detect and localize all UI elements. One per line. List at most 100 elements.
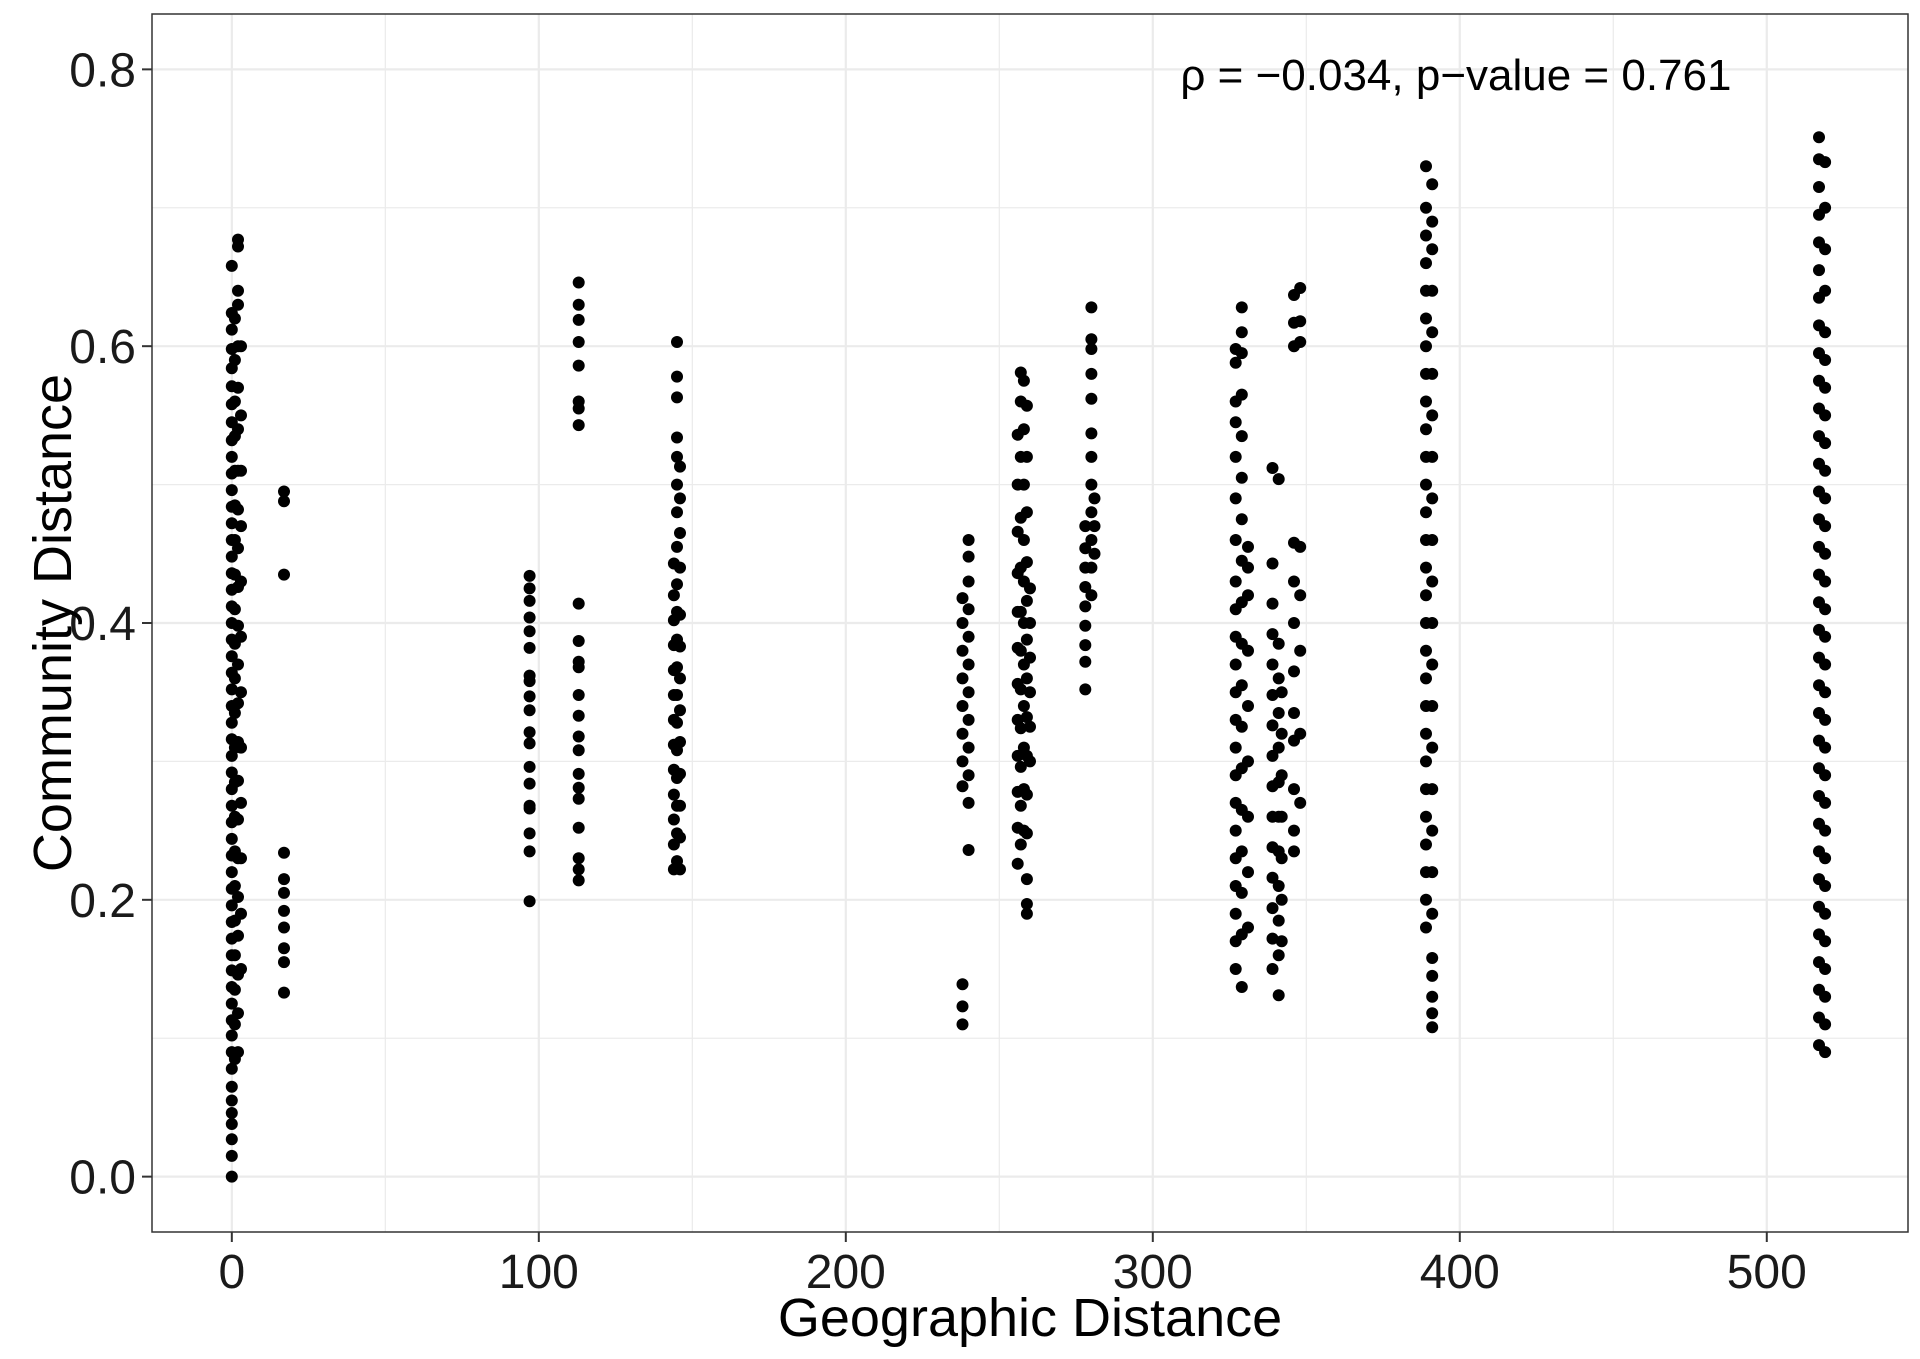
data-point bbox=[523, 594, 536, 607]
data-point bbox=[1819, 354, 1832, 366]
data-point bbox=[232, 233, 244, 246]
data-point bbox=[1272, 672, 1285, 685]
data-point bbox=[1819, 520, 1832, 533]
data-point bbox=[1426, 783, 1439, 796]
data-point bbox=[232, 298, 244, 311]
data-point bbox=[962, 550, 975, 563]
data-point bbox=[1420, 893, 1432, 906]
data-point bbox=[962, 575, 975, 588]
data-point bbox=[1024, 755, 1036, 768]
data-point bbox=[1426, 575, 1439, 588]
data-point bbox=[278, 568, 290, 581]
data-point bbox=[1266, 557, 1279, 570]
data-point bbox=[956, 727, 969, 740]
data-point bbox=[962, 686, 975, 699]
data-point bbox=[1085, 427, 1098, 440]
data-point bbox=[1242, 644, 1254, 657]
data-point bbox=[1272, 949, 1285, 962]
data-point bbox=[1426, 824, 1439, 837]
data-point bbox=[1020, 711, 1033, 724]
data-point bbox=[1813, 264, 1825, 277]
data-point bbox=[671, 506, 683, 519]
data-point bbox=[225, 450, 238, 463]
data-point bbox=[1017, 423, 1030, 436]
data-point bbox=[1085, 392, 1098, 405]
data-point bbox=[1426, 367, 1439, 380]
data-point bbox=[1275, 686, 1288, 699]
data-point bbox=[1024, 686, 1036, 699]
data-point bbox=[235, 852, 247, 865]
data-point bbox=[225, 259, 238, 272]
data-point bbox=[1088, 492, 1101, 505]
data-point bbox=[667, 813, 680, 826]
data-point bbox=[1420, 921, 1432, 934]
data-point bbox=[1235, 347, 1248, 360]
data-point bbox=[956, 1018, 969, 1031]
data-point bbox=[671, 450, 683, 463]
data-point bbox=[1819, 1018, 1832, 1031]
data-point bbox=[1020, 450, 1033, 463]
data-point bbox=[962, 796, 975, 809]
data-point bbox=[225, 323, 238, 336]
data-point bbox=[1420, 755, 1432, 768]
data-point bbox=[278, 886, 290, 899]
x-tick-label: 0 bbox=[218, 1246, 245, 1299]
data-point bbox=[1420, 644, 1432, 657]
data-point bbox=[1819, 492, 1832, 505]
data-point bbox=[1275, 810, 1288, 823]
data-point bbox=[572, 336, 585, 348]
data-point bbox=[232, 542, 244, 555]
data-point bbox=[1229, 658, 1242, 671]
data-point bbox=[572, 874, 585, 887]
data-point bbox=[1426, 534, 1439, 546]
data-point bbox=[1235, 981, 1248, 993]
data-point bbox=[225, 550, 238, 563]
data-point bbox=[225, 1094, 238, 1107]
data-point bbox=[1819, 156, 1832, 169]
data-point bbox=[232, 619, 244, 632]
data-point bbox=[1088, 520, 1101, 533]
data-point bbox=[572, 744, 585, 757]
data-point bbox=[278, 873, 290, 886]
data-point bbox=[232, 423, 244, 436]
data-point bbox=[1242, 540, 1254, 553]
data-point bbox=[674, 460, 686, 473]
data-point bbox=[1819, 935, 1832, 948]
data-point bbox=[962, 741, 975, 754]
data-point bbox=[1272, 741, 1285, 754]
data-point bbox=[1242, 755, 1254, 768]
data-point bbox=[523, 669, 536, 682]
data-point bbox=[1020, 672, 1033, 685]
data-point bbox=[228, 707, 241, 719]
data-point bbox=[1819, 658, 1832, 671]
data-point bbox=[671, 391, 683, 404]
data-point bbox=[232, 697, 244, 710]
data-point bbox=[1819, 575, 1832, 588]
data-point bbox=[1819, 713, 1832, 726]
data-point bbox=[1079, 655, 1092, 668]
data-point bbox=[1420, 201, 1432, 214]
data-point bbox=[1294, 540, 1307, 553]
data-point bbox=[1085, 301, 1098, 314]
data-point bbox=[235, 520, 247, 533]
data-point bbox=[572, 863, 585, 876]
data-point bbox=[523, 737, 536, 750]
data-point bbox=[1017, 534, 1030, 546]
data-point bbox=[1017, 374, 1030, 387]
x-tick-label: 400 bbox=[1420, 1246, 1500, 1299]
data-point bbox=[1819, 741, 1832, 754]
data-point bbox=[1294, 644, 1307, 657]
data-point bbox=[225, 1133, 238, 1146]
data-point bbox=[1229, 575, 1242, 588]
data-point bbox=[956, 780, 969, 793]
data-point bbox=[1266, 597, 1279, 610]
data-point bbox=[1819, 1046, 1832, 1059]
data-point bbox=[962, 658, 975, 671]
data-point bbox=[235, 686, 247, 699]
data-point bbox=[1020, 788, 1033, 801]
data-point bbox=[956, 672, 969, 685]
data-point bbox=[232, 503, 244, 516]
data-point bbox=[1426, 1021, 1439, 1034]
data-point bbox=[1017, 478, 1030, 491]
data-point bbox=[1266, 932, 1279, 945]
